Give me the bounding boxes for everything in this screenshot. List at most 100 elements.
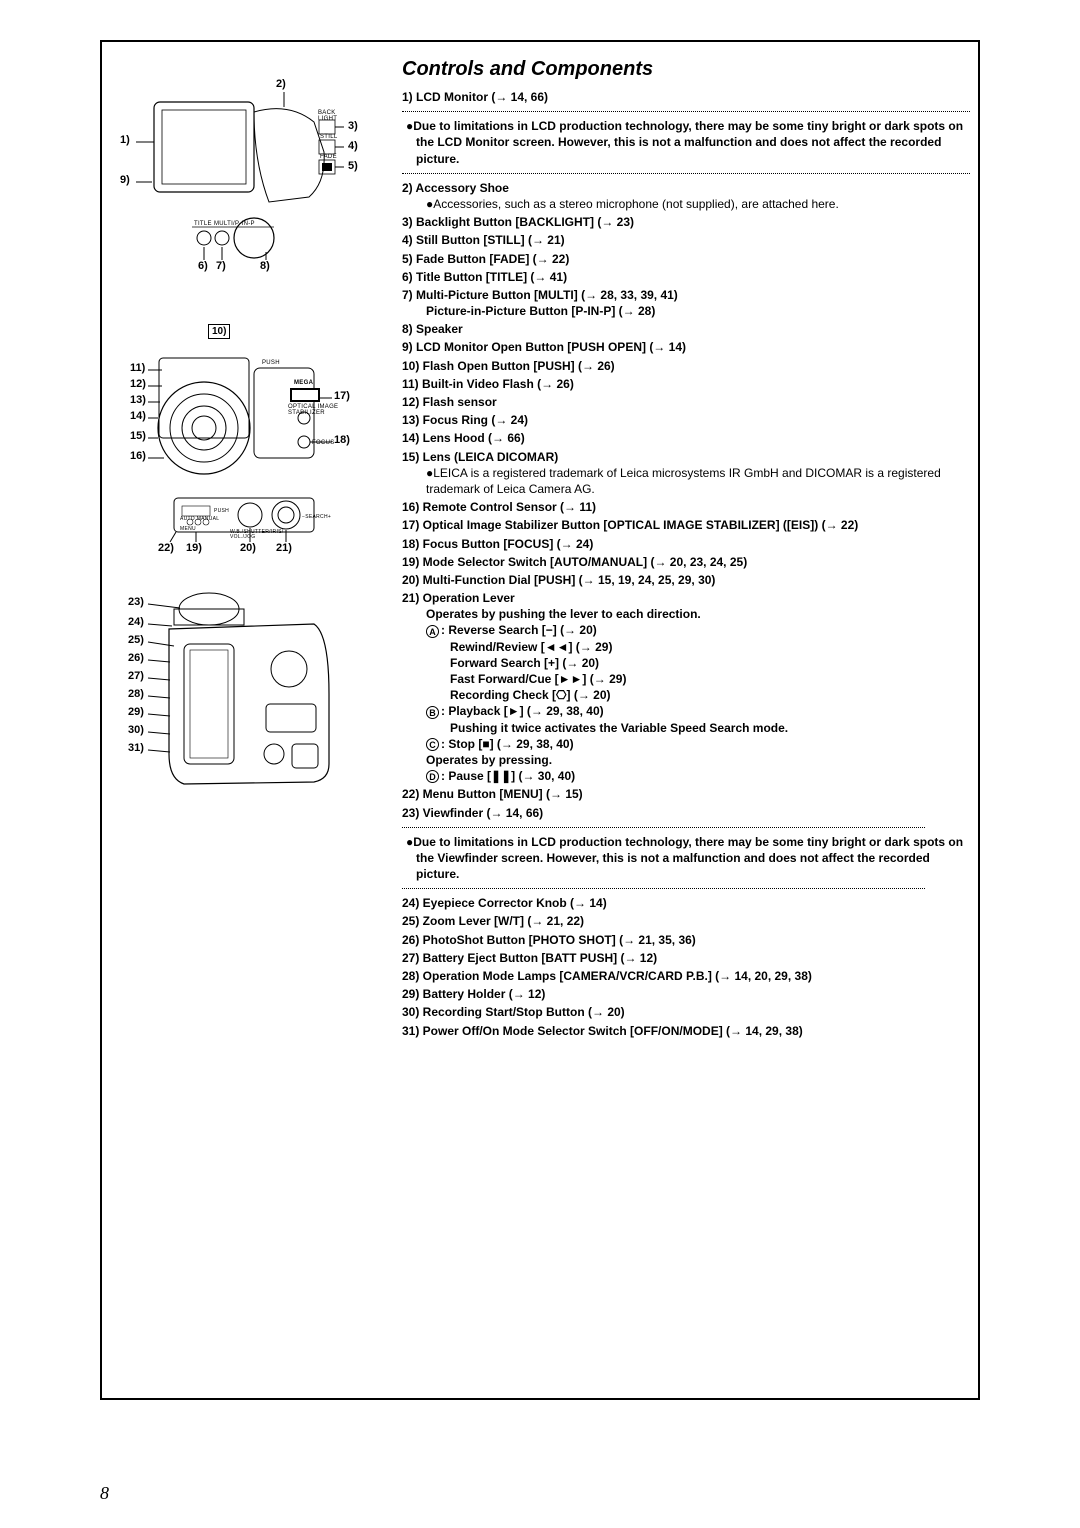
callout-31: 31): [128, 742, 144, 754]
callout-23: 23): [128, 596, 144, 608]
tiny-auto: AUTO MANUAL: [180, 516, 219, 522]
callout-20: 20): [240, 542, 256, 554]
tiny-menu: MENU: [180, 526, 196, 532]
callout-18: 18): [334, 434, 350, 446]
callout-25: 25): [128, 634, 144, 646]
item-21A3: Forward Search [+] (→ 20): [450, 655, 970, 671]
item-7a: 7) Multi-Picture Button [MULTI] (→ 28, 3…: [402, 287, 970, 303]
tiny-multi: MULTI/P-IN-P: [214, 221, 255, 227]
text-column: Controls and Components 1) LCD Monitor (…: [402, 56, 970, 1039]
item-21B-text: : Playback [►] (→ 29, 38, 40): [441, 704, 604, 718]
callout-28: 28): [128, 688, 144, 700]
viewfinder-warning: ●Due to limitations in LCD production te…: [416, 834, 970, 883]
circle-A: A: [426, 625, 439, 638]
sep-1: [402, 111, 970, 112]
circle-D: D: [426, 770, 439, 783]
item-21C2: Operates by pressing.: [426, 752, 970, 768]
item-30: 30) Recording Start/Stop Button (→ 20): [402, 1004, 970, 1020]
callout-1: 1): [120, 134, 130, 146]
tiny-wb: W.B./SHUTTER/IRIS/ VOL./JOG: [230, 530, 283, 540]
item-21A4: Fast Forward/Cue [►►] (→ 29): [450, 671, 970, 687]
tiny-pushbtn: PUSH: [214, 508, 229, 514]
item-8: 8) Speaker: [402, 321, 970, 337]
tiny-ois: OPTICAL IMAGE STABILIZER: [288, 404, 338, 416]
item-21C-text: : Stop [■] (→ 29, 38, 40): [441, 737, 574, 751]
item-21: 21) Operation Lever: [402, 590, 970, 606]
item-12: 12) Flash sensor: [402, 394, 970, 410]
item-31: 31) Power Off/On Mode Selector Switch [O…: [402, 1023, 970, 1039]
callout-22: 22): [158, 542, 174, 554]
lcd-warning: ●Due to limitations in LCD production te…: [416, 118, 970, 167]
item-18: 18) Focus Button [FOCUS] (→ 24): [402, 536, 970, 552]
diagram-column: 1) 9) 2) 3) 4) 5) 6) 7) 8) BACK LIGHT ST…: [114, 62, 394, 820]
callout-27: 27): [128, 670, 144, 682]
item-21a: Operates by pushing the lever to each di…: [426, 606, 970, 622]
item-4: 4) Still Button [STILL] (→ 21): [402, 232, 970, 248]
item-23: 23) Viewfinder (→ 14, 66): [402, 805, 970, 821]
item-10: 10) Flash Open Button [PUSH] (→ 26): [402, 358, 970, 374]
callout-8: 8): [260, 260, 270, 272]
callout-15: 15): [130, 430, 146, 442]
item-21D-text: : Pause [❚❚] (→ 30, 40): [441, 769, 575, 783]
item-21B: B: Playback [►] (→ 29, 38, 40): [426, 703, 970, 719]
item-29: 29) Battery Holder (→ 12): [402, 986, 970, 1002]
item-21A: A: Reverse Search [−] (→ 20): [426, 622, 970, 638]
item-21C: C: Stop [■] (→ 29, 38, 40): [426, 736, 970, 752]
item-1: 1) LCD Monitor (→ 14, 66): [402, 89, 970, 105]
circle-B: B: [426, 706, 439, 719]
item-11: 11) Built-in Video Flash (→ 26): [402, 376, 970, 392]
callout-14: 14): [130, 410, 146, 422]
item-3: 3) Backlight Button [BACKLIGHT] (→ 23): [402, 214, 970, 230]
callout-30: 30): [128, 724, 144, 736]
item-6: 6) Title Button [TITLE] (→ 41): [402, 269, 970, 285]
item-25: 25) Zoom Lever [W/T] (→ 21, 22): [402, 913, 970, 929]
page-number: 8: [100, 1483, 109, 1504]
item-27: 27) Battery Eject Button [BATT PUSH] (→ …: [402, 950, 970, 966]
item-21B2: Pushing it twice activates the Variable …: [450, 720, 970, 736]
viewfinder-warning-text: Due to limitations in LCD production tec…: [413, 835, 963, 881]
callout-6: 6): [198, 260, 208, 272]
camera-top-view-svg: [114, 62, 364, 282]
tiny-push: PUSH: [262, 360, 280, 366]
item-20: 20) Multi-Function Dial [PUSH] (→ 15, 19…: [402, 572, 970, 588]
item-2-sub: ●Accessories, such as a stereo microphon…: [426, 196, 970, 212]
callout-21: 21): [276, 542, 292, 554]
section-title: Controls and Components: [402, 56, 970, 83]
sep-4: [402, 888, 925, 889]
tiny-focus: FOCUS: [312, 440, 335, 446]
item-7b: Picture-in-Picture Button [P-IN-P] (→ 28…: [426, 303, 970, 319]
callout-4: 4): [348, 140, 358, 152]
callout-7: 7): [216, 260, 226, 272]
item-14: 14) Lens Hood (→ 66): [402, 430, 970, 446]
callout-2: 2): [276, 78, 286, 90]
item-21A5: Recording Check [⎔] (→ 20): [450, 687, 970, 703]
callout-16: 16): [130, 450, 146, 462]
tiny-backlight: BACK LIGHT: [318, 110, 337, 122]
callout-29: 29): [128, 706, 144, 718]
diagram-2: 10) 11) 12) 13) 14) 15) 16) 17) 18) 19) …: [114, 298, 364, 558]
item-21A-text: : Reverse Search [−] (→ 20): [441, 623, 597, 637]
item-22: 22) Menu Button [MENU] (→ 15): [402, 786, 970, 802]
callout-11: 11): [130, 362, 145, 374]
callout-9: 9): [120, 174, 130, 186]
item-26: 26) PhotoShot Button [PHOTO SHOT] (→ 21,…: [402, 932, 970, 948]
item-2: 2) Accessory Shoe: [402, 180, 970, 196]
item-19: 19) Mode Selector Switch [AUTO/MANUAL] (…: [402, 554, 970, 570]
item-28: 28) Operation Mode Lamps [CAMERA/VCR/CAR…: [402, 968, 970, 984]
callout-24: 24): [128, 616, 144, 628]
sep-3: [402, 827, 925, 828]
item-21A2: Rewind/Review [◄◄] (→ 29): [450, 639, 970, 655]
tiny-title: TITLE: [194, 221, 212, 227]
callout-10: 10): [208, 324, 230, 339]
item-21D: D: Pause [❚❚] (→ 30, 40): [426, 768, 970, 784]
item-16: 16) Remote Control Sensor (→ 11): [402, 499, 970, 515]
item-15: 15) Lens (LEICA DICOMAR): [402, 449, 970, 465]
diagram-1: 1) 9) 2) 3) 4) 5) 6) 7) 8) BACK LIGHT ST…: [114, 62, 364, 282]
tiny-mega: MEGA: [294, 380, 313, 386]
callout-13: 13): [130, 394, 146, 406]
tiny-search: −SEARCH+: [302, 514, 331, 520]
item-24: 24) Eyepiece Corrector Knob (→ 14): [402, 895, 970, 911]
item-5: 5) Fade Button [FADE] (→ 22): [402, 251, 970, 267]
item-17: 17) Optical Image Stabilizer Button [OPT…: [402, 517, 970, 533]
page-frame: 1) 9) 2) 3) 4) 5) 6) 7) 8) BACK LIGHT ST…: [100, 40, 980, 1400]
